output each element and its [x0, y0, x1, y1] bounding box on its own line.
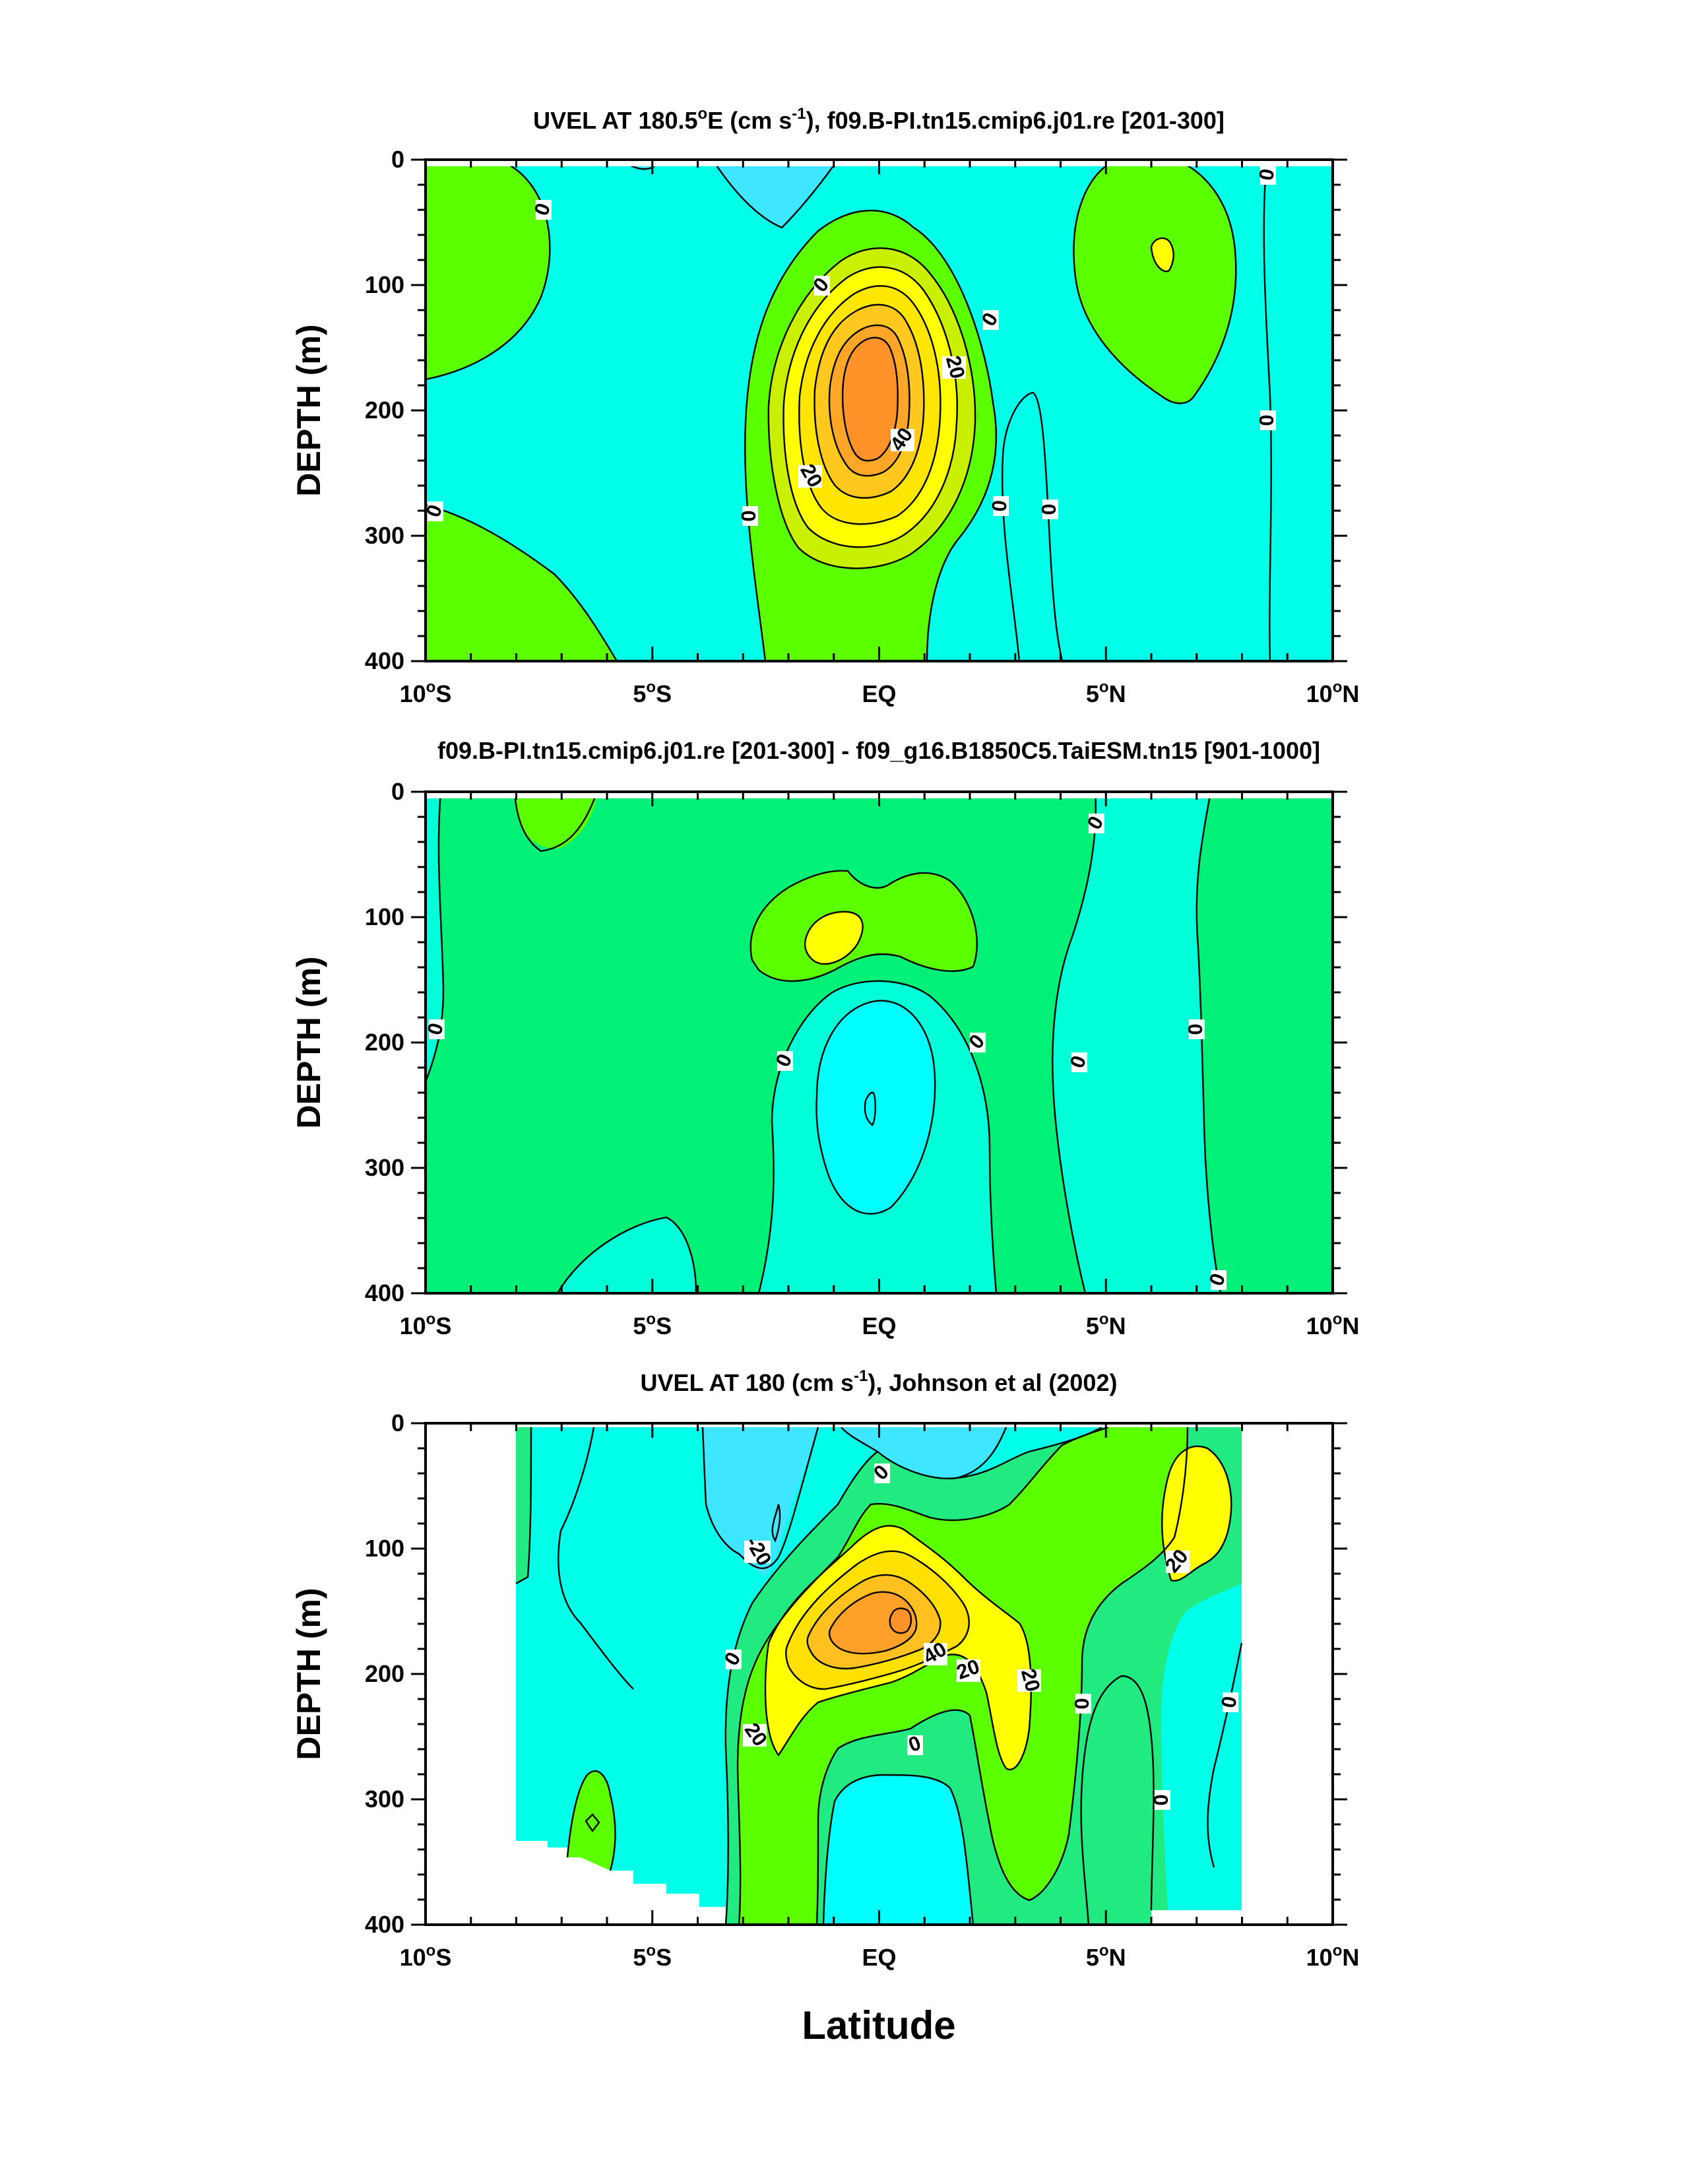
x-tick-label: 5oN [1086, 678, 1126, 707]
panel-1-contour-label: 0 [988, 499, 1011, 513]
y-axis-title: DEPTH (m) [290, 324, 327, 496]
y-tick-label: 400 [365, 1279, 404, 1306]
x-axis-title: Latitude [802, 2003, 955, 2047]
x-tick-label: 10oS [400, 1310, 452, 1339]
panel-3-contour-label: 0 [1149, 1794, 1172, 1805]
y-tick-label: 100 [365, 1535, 404, 1562]
y-axis-titles: DEPTH (m) DEPTH (m) DEPTH (m) [290, 324, 327, 1760]
y-tick-label: 300 [365, 1154, 404, 1181]
y-tick-label: 0 [391, 778, 404, 805]
x-tick-label: EQ [862, 680, 896, 707]
y-axis-title: DEPTH (m) [290, 956, 327, 1128]
panel-2-contour-label: 0 [1184, 1023, 1207, 1035]
panel-2-title: f09.B-PI.tn15.cmip6.j01.re [201-300] - f… [437, 737, 1320, 764]
y-tick-label: 400 [365, 647, 404, 674]
x-tick-label: 5oN [1086, 1942, 1126, 1971]
x-tick-label: 10oN [1306, 1310, 1360, 1339]
x-tick-label: 10oS [400, 678, 452, 707]
x-tick-label: 5oS [633, 678, 672, 707]
x-tick-label: 5oS [633, 1310, 672, 1339]
y-tick-label: 100 [365, 903, 404, 930]
panel-1-contour-label: 0 [1254, 167, 1279, 182]
y-tick-label: 0 [391, 1409, 404, 1436]
x-tick-label: 10oS [400, 1942, 452, 1971]
y-tick-label: 0 [391, 146, 404, 173]
panel-2: f09.B-PI.tn15.cmip6.j01.re [201-300] - f… [365, 737, 1359, 1339]
panel-2-ticks: 0 100 200 300 400 10oS 5oS EQ 5oN 10oN [365, 778, 1359, 1339]
y-tick-label: 200 [365, 1029, 404, 1056]
y-tick-label: 200 [365, 1660, 404, 1687]
x-tick-label: 5oS [633, 1942, 672, 1971]
x-tick-label: 10oN [1306, 1942, 1360, 1971]
panel-1-field: 0 0 0 0 0 20 40 20 0 0 0 0 [426, 160, 1333, 661]
panel-3-title: UVEL AT 180 (cm s-1), Johnson et al (200… [641, 1367, 1118, 1396]
y-tick-label: 100 [365, 271, 404, 298]
y-tick-label: 200 [365, 397, 404, 424]
panel-1-title: UVEL AT 180.5oE (cm s-1), f09.B-PI.tn15.… [533, 105, 1225, 134]
panel-1: UVEL AT 180.5oE (cm s-1), f09.B-PI.tn15.… [365, 105, 1359, 707]
y-tick-label: 300 [365, 1785, 404, 1813]
x-tick-label: EQ [862, 1944, 896, 1971]
panel-3-ticks: 0 100 200 300 400 10oS 5oS EQ 5oN 10oN [365, 1409, 1359, 1971]
y-tick-label: 400 [365, 1911, 404, 1938]
panel-2-field: 0 0 0 0 0 0 0 [426, 792, 1333, 1293]
panel-1-contour-label: 0 [737, 510, 760, 521]
x-tick-label: 10oN [1306, 678, 1360, 707]
panel-1-ticks: 0 100 200 300 400 10oS 5oS EQ 5oN 10oN [365, 146, 1359, 707]
panel-3-contour-label: 0 [1217, 1694, 1241, 1710]
panel-3-contour-label: 0 [1070, 1698, 1093, 1709]
panel-1-contour-label: 0 [1255, 414, 1278, 426]
panel-3: UVEL AT 180 (cm s-1), Johnson et al (200… [365, 1367, 1359, 1971]
panel-3-field: -20 0 0 20 40 20 20 0 0 0 0 20 [426, 1423, 1333, 1925]
panel-1-contour-label: 0 [1037, 503, 1060, 515]
y-tick-label: 300 [365, 522, 404, 549]
y-axis-title: DEPTH (m) [290, 1588, 327, 1760]
x-tick-label: 5oN [1086, 1310, 1126, 1339]
x-tick-label: EQ [862, 1312, 896, 1339]
